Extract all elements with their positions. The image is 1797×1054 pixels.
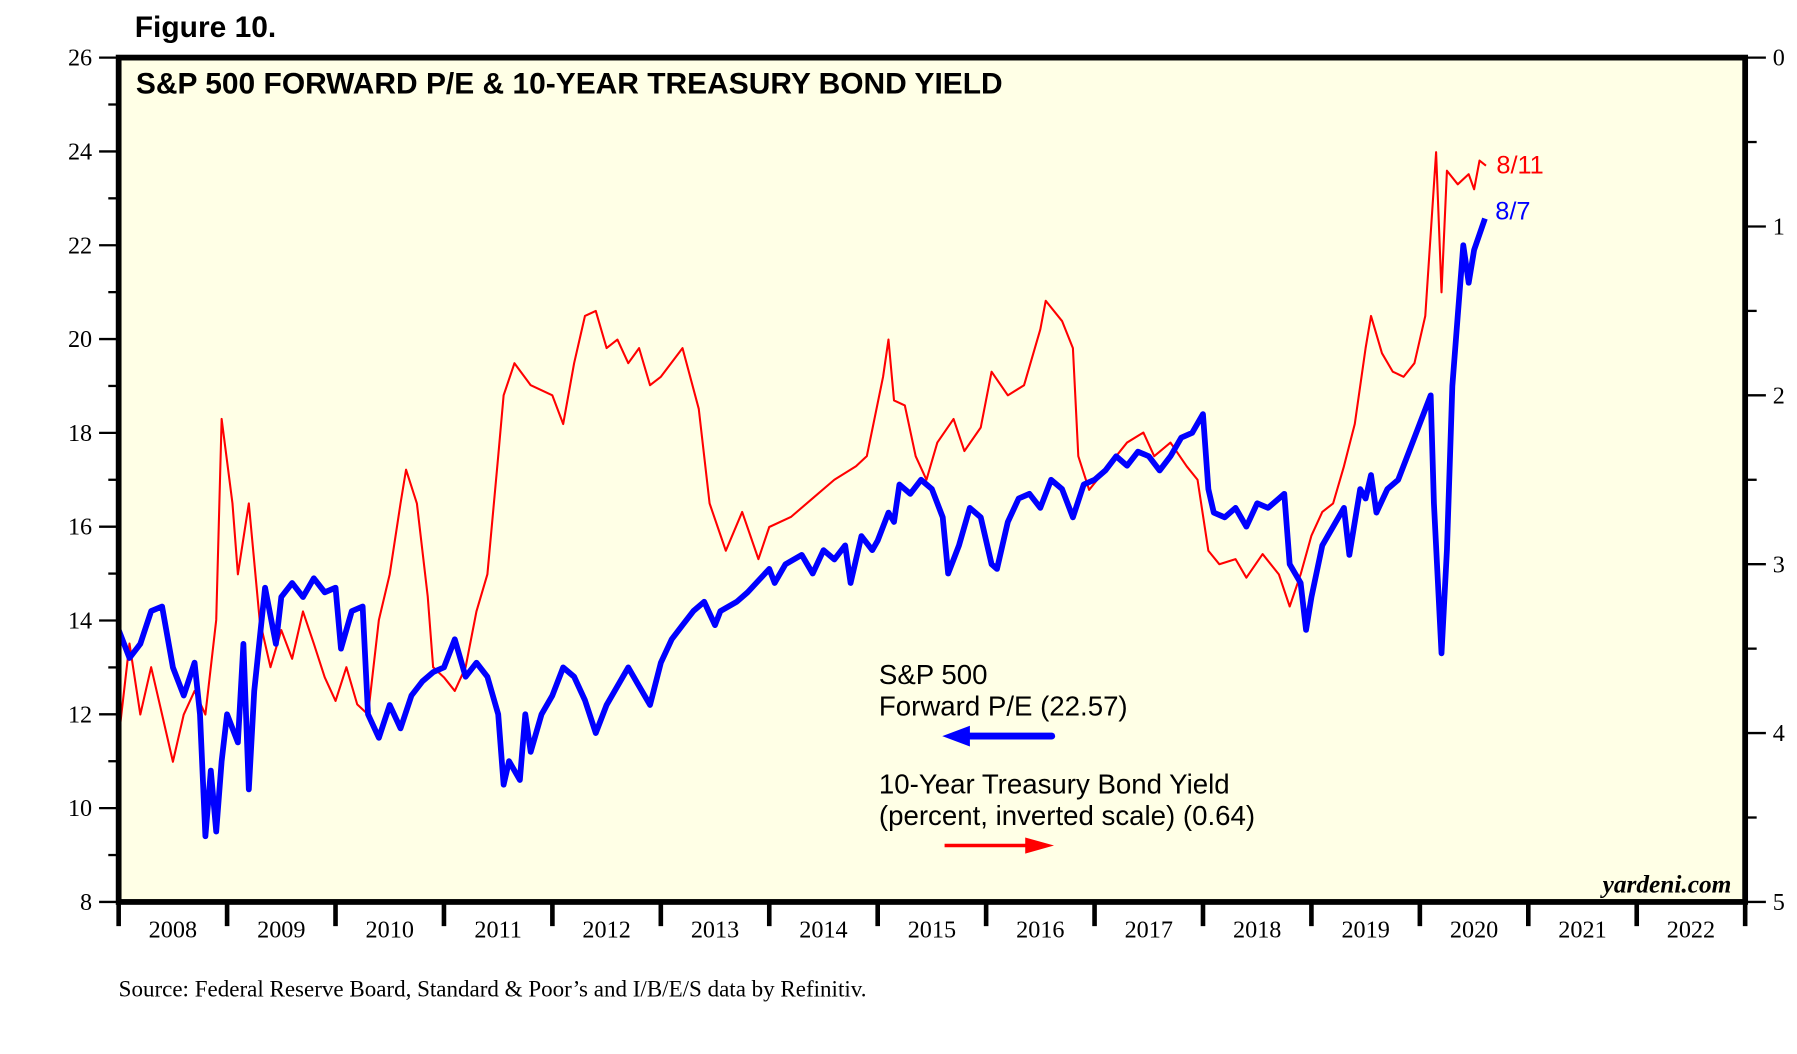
series-group: 8/11 8/7	[115, 151, 1544, 840]
x-tick-label: 2019	[1341, 917, 1389, 944]
legend-pe-arrow-left	[942, 725, 1056, 747]
legend-pe-line2: Forward P/E (22.57)	[879, 690, 1128, 721]
x-tick-label: 2020	[1450, 917, 1498, 944]
legend-yield-line1: 10-Year Treasury Bond Yield	[879, 769, 1230, 800]
x-tick-label: 2016	[1016, 917, 1064, 944]
chart-title: S&P 500 FORWARD P/E & 10-YEAR TREASURY B…	[136, 67, 1003, 100]
x-tick-label: 2022	[1667, 917, 1715, 944]
source-note: Source: Federal Reserve Board, Standard …	[119, 975, 867, 1001]
right-tick-label: 3	[1773, 551, 1785, 578]
left-tick-label: 12	[68, 701, 92, 728]
x-tick-label: 2008	[149, 917, 197, 944]
left-tick-label: 26	[68, 45, 92, 72]
right-tick-label: 4	[1773, 720, 1785, 747]
left-tick-label: 14	[68, 608, 92, 635]
left-tick-label: 24	[68, 138, 92, 165]
right-tick-label: 0	[1773, 45, 1785, 72]
plot-frame	[115, 54, 1749, 905]
yield-end-label: 8/11	[1496, 152, 1543, 180]
x-tick-label: 2013	[691, 917, 739, 944]
x-tick-label: 2009	[257, 917, 305, 944]
left-tick-label: 10	[68, 795, 92, 822]
yield-line	[117, 151, 1487, 763]
x-tick-label: 2018	[1233, 917, 1281, 944]
x-tick-label: 2017	[1125, 917, 1173, 944]
plot-area	[118, 57, 1746, 902]
left-tick-label: 18	[68, 420, 92, 447]
left-tick-label: 16	[68, 514, 92, 541]
x-tick-label: 2012	[582, 917, 630, 944]
x-tick-label: 2021	[1558, 917, 1606, 944]
right-tick-label: 2	[1773, 382, 1785, 409]
right-tick-label: 5	[1773, 889, 1785, 916]
figure-label: Figure 10.	[135, 11, 276, 44]
left-tick-label: 22	[68, 232, 92, 259]
left-tick-label: 20	[68, 326, 92, 353]
legend-yield-line2: (percent, inverted scale) (0.64)	[879, 800, 1255, 831]
legend-yield-arrow-right	[944, 837, 1055, 854]
right-tick-label: 1	[1773, 214, 1785, 241]
pe-line	[115, 217, 1488, 840]
x-tick-label: 2015	[908, 917, 956, 944]
left-tick-label: 8	[80, 889, 92, 916]
pe-end-label: 8/7	[1495, 198, 1530, 226]
x-tick-label: 2010	[366, 917, 414, 944]
watermark: yardeni.com	[1600, 871, 1732, 899]
x-tick-label: 2014	[799, 917, 847, 944]
legend-pe-line1: S&P 500	[879, 659, 988, 690]
x-tick-label: 2011	[474, 917, 521, 944]
